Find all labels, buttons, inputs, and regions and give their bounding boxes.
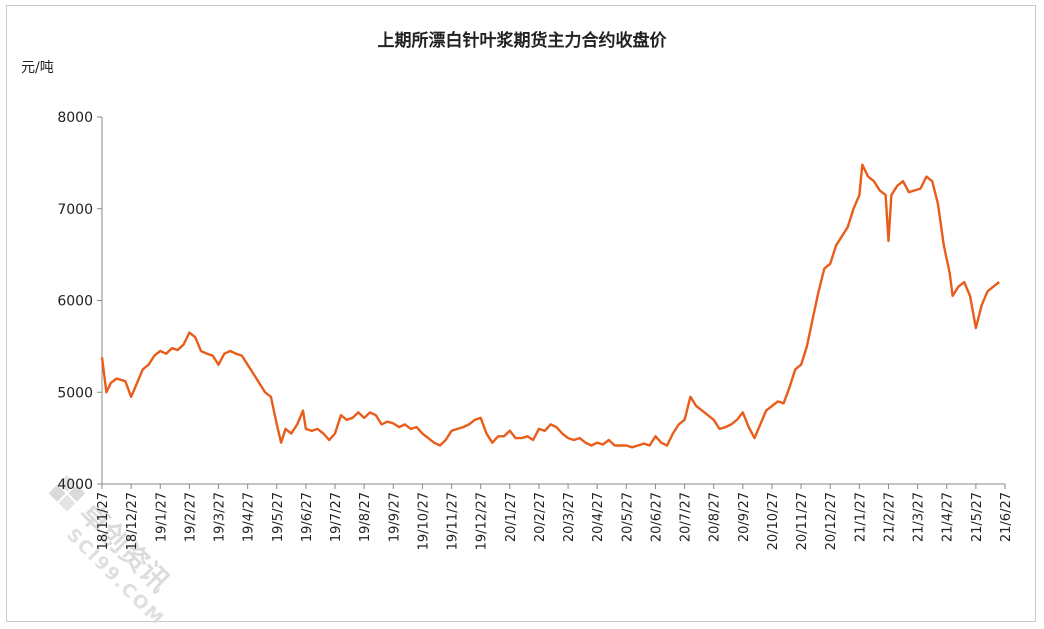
x-tick-label: 20/7/27 [679, 492, 694, 542]
x-tick-label: 20/8/27 [708, 492, 723, 542]
x-tick-label: 19/10/27 [416, 492, 431, 550]
x-tick-label: 20/9/27 [737, 492, 752, 542]
x-tick-label: 21/1/27 [853, 492, 868, 542]
chart-title: 上期所漂白针叶浆期货主力合约收盘价 [378, 30, 668, 51]
x-tick-label: 19/5/27 [271, 492, 286, 542]
x-tick-label: 21/2/27 [882, 492, 897, 542]
x-tick-label: 21/4/27 [941, 492, 956, 542]
y-tick-label: 7000 [57, 202, 93, 218]
x-tick-label: 19/1/27 [154, 492, 169, 542]
x-tick-label: 20/10/27 [766, 492, 781, 550]
x-tick-label: 20/11/27 [795, 492, 810, 550]
y-tick-label: 8000 [57, 110, 93, 126]
x-tick-label: 20/1/27 [504, 492, 519, 542]
x-axis: 18/11/27 18/12/27 19/1/27 19/2/27 19/3/27 19/… [96, 483, 1014, 550]
x-tick-label: 21/6/27 [999, 492, 1014, 542]
series-line [100, 163, 1000, 449]
x-tick-label: 18/11/27 [96, 492, 111, 550]
y-axis: 4000 5000 6000 7000 8000 [57, 110, 103, 493]
x-tick-label: 20/5/27 [620, 492, 635, 542]
x-tick-label: 20/6/27 [649, 492, 664, 542]
x-tick-label: 19/9/27 [387, 492, 402, 542]
x-tick-label: 20/2/27 [533, 492, 548, 542]
y-tick-label: 6000 [57, 294, 93, 310]
x-tick-label: 19/4/27 [242, 492, 257, 542]
x-tick-label: 19/6/27 [300, 492, 315, 542]
series-layer [100, 163, 1000, 449]
x-tick-label: 19/3/27 [213, 492, 228, 542]
x-tick-label: 19/8/27 [358, 492, 373, 542]
x-tick-label: 20/12/27 [824, 492, 839, 550]
line-chart: 卓创资讯 SCI99.COM 上期所漂白针叶浆期货主力合约收盘价 元/吨 400… [21, 30, 1014, 623]
x-tick-label: 20/3/27 [562, 492, 577, 542]
x-tick-label: 19/12/27 [475, 492, 490, 550]
x-tick-label: 21/5/27 [970, 492, 985, 542]
x-tick-label: 19/11/27 [446, 492, 461, 550]
chart-frame: 卓创资讯 SCI99.COM 上期所漂白针叶浆期货主力合约收盘价 元/吨 400… [6, 5, 1036, 623]
x-tick-label: 20/4/27 [591, 492, 606, 542]
y-tick-label: 4000 [57, 477, 93, 493]
x-tick-label: 19/7/27 [329, 492, 344, 542]
x-tick-label: 18/12/27 [125, 492, 140, 550]
x-tick-label: 19/2/27 [183, 492, 198, 542]
y-axis-unit-label: 元/吨 [21, 60, 54, 76]
x-tick-label: 21/3/27 [912, 492, 927, 542]
y-tick-label: 5000 [57, 385, 93, 401]
